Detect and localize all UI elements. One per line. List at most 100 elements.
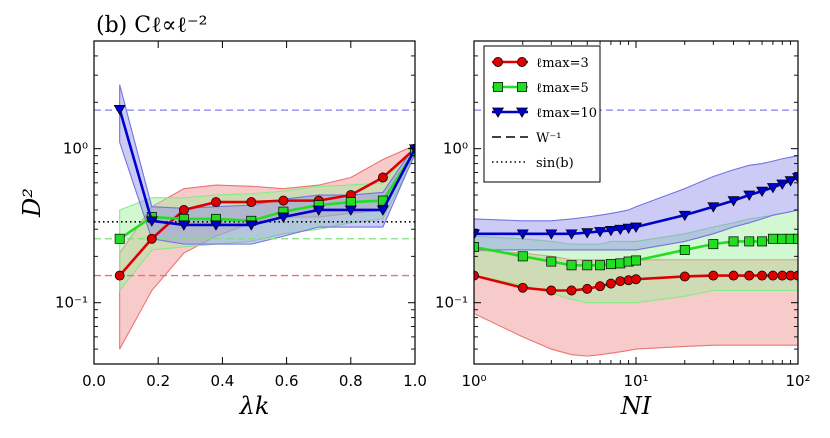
data-point-triangle: [474, 229, 481, 240]
legend-marker: [515, 107, 529, 118]
legend-marker: [493, 82, 503, 92]
data-point-square: [631, 255, 641, 266]
x-tick-label: 0.4: [210, 372, 234, 390]
data-point-circle: [582, 283, 593, 294]
data-point-triangle: [516, 229, 529, 240]
data-point-triangle: [312, 205, 325, 216]
data-point-circle: [605, 278, 616, 289]
right-panel: 10⁰ 10¹ 10² 10⁻¹ 10⁰ NI: [435, 40, 811, 420]
data-point-square: [517, 251, 528, 262]
data-point-circle: [546, 285, 557, 296]
x-tick-label: 10²: [785, 372, 810, 390]
data-point-square: [615, 258, 626, 269]
x-axis-label: NI: [620, 392, 652, 420]
data-point-square: [708, 239, 719, 250]
y-tick-label: 10⁰: [63, 140, 88, 158]
data-point-square: [793, 233, 798, 244]
data-point-circle: [246, 197, 257, 208]
data-point-circle: [114, 270, 125, 281]
data-point-circle: [278, 195, 289, 206]
data-point-square: [777, 233, 788, 244]
x-tick-label: 0.2: [146, 372, 170, 390]
data-point-circle: [566, 285, 577, 296]
data-point-circle: [708, 270, 719, 281]
x-axis-label: λk: [239, 392, 270, 420]
data-point-triangle: [408, 144, 415, 155]
data-point-circle: [793, 270, 798, 281]
legend-label: ℓmax=3: [536, 56, 589, 71]
data-point-triangle: [622, 223, 635, 234]
series-line-triangle: [118, 108, 415, 227]
data-point-triangle: [277, 212, 290, 223]
data-point-triangle: [565, 229, 578, 240]
x-tick-label: 0.0: [82, 372, 106, 390]
data-point-square: [546, 256, 557, 267]
left-panel: 0.0 0.2 0.4 0.6 0.8 1.0 10⁻¹ 10⁰ λk D²: [18, 40, 427, 420]
data-point-circle: [757, 270, 768, 281]
data-point-triangle: [678, 210, 691, 222]
data-point-triangle: [791, 173, 798, 184]
data-point-square: [566, 260, 577, 271]
data-point-circle: [595, 281, 606, 292]
y-tick-label: 10⁻¹: [435, 294, 468, 312]
data-point-triangle: [177, 220, 190, 231]
data-point-triangle: [581, 228, 594, 239]
x-tick-label: 10¹: [623, 372, 648, 390]
data-point-circle: [517, 282, 528, 293]
data-point-triangle: [766, 183, 779, 194]
y-tick-label: 10⁰: [443, 140, 468, 158]
data-point-triangle: [113, 104, 126, 116]
data-point-circle: [631, 274, 641, 285]
plot-area: [94, 84, 415, 350]
band-triangle: [474, 155, 798, 251]
legend-label: sin(b): [536, 156, 574, 171]
data-point-square: [582, 260, 593, 271]
data-point-circle: [767, 270, 778, 281]
x-tick-label: 1.0: [403, 372, 427, 390]
data-point-circle: [146, 233, 157, 244]
data-point-circle: [211, 197, 221, 208]
data-point-triangle: [145, 216, 158, 227]
y-tick-label: 10⁻¹: [55, 294, 88, 312]
band-square: [119, 145, 415, 293]
legend-marker: [517, 82, 527, 92]
data-point-circle: [777, 270, 788, 281]
data-point-circle: [679, 271, 690, 282]
data-point-square: [679, 245, 690, 255]
data-point-triangle: [344, 205, 357, 216]
legend-marker: [491, 107, 505, 118]
data-point-triangle: [784, 176, 797, 187]
data-point-square: [767, 233, 778, 244]
legend: ℓmax=3 ℓmax=5 ℓmax=10 W⁻¹ sin(b): [483, 45, 601, 183]
legend-label: ℓmax=5: [536, 81, 589, 96]
series-line-circle: [118, 147, 415, 277]
data-point-square: [345, 197, 356, 208]
data-point-circle: [474, 270, 479, 281]
legend-label: ℓmax=10: [536, 106, 597, 121]
data-point-square: [605, 259, 616, 270]
legend-label: W⁻¹: [536, 131, 561, 146]
y-axis-label: D²: [18, 188, 46, 218]
x-tick-label: 0.8: [339, 372, 363, 390]
chart-title: (b) Cℓ∝ℓ⁻²: [96, 13, 207, 38]
data-point-triangle: [545, 229, 558, 240]
data-point-square: [474, 242, 479, 252]
data-point-triangle: [614, 224, 627, 236]
data-point-triangle: [707, 202, 720, 213]
data-point-square: [114, 233, 125, 244]
data-point-triangle: [376, 205, 389, 216]
data-point-circle: [744, 270, 755, 281]
x-tick-label: 0.6: [275, 372, 299, 390]
data-point-square: [744, 236, 755, 247]
x-tick-label: 10⁰: [461, 372, 486, 390]
series-line-square: [118, 150, 415, 240]
plot-area: [474, 109, 798, 357]
data-point-triangle: [629, 222, 643, 233]
data-point-circle: [728, 270, 739, 281]
data-point-triangle: [743, 190, 756, 201]
data-point-circle: [377, 172, 388, 183]
data-point-triangle: [245, 220, 258, 231]
data-point-triangle: [604, 225, 617, 237]
data-point-square: [757, 236, 768, 247]
